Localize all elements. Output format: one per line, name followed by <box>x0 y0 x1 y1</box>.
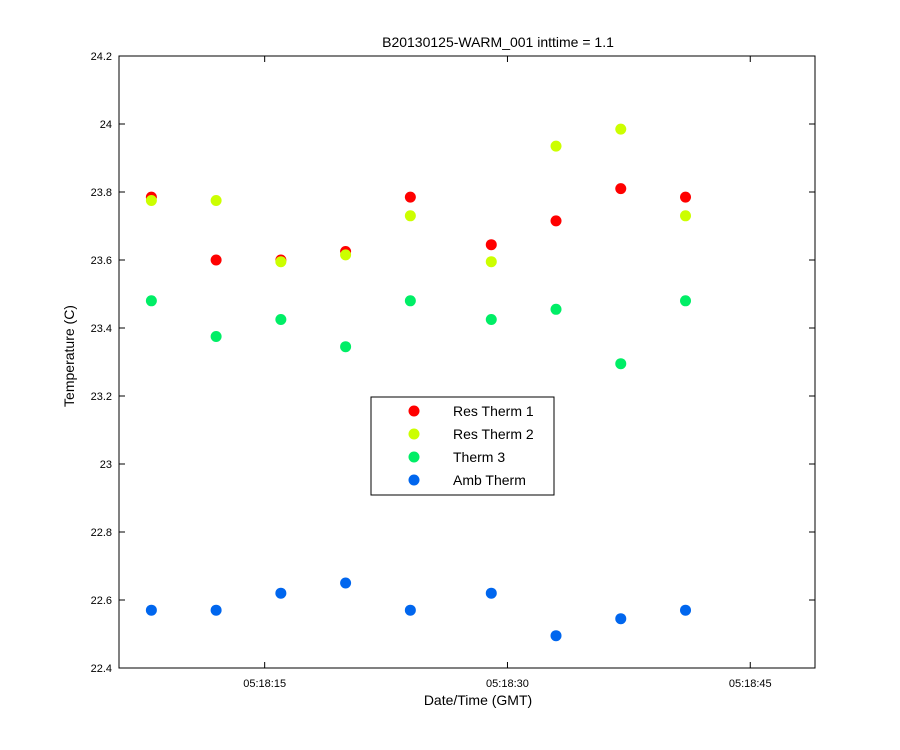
data-point <box>615 123 627 135</box>
legend-entry: Therm 3 <box>453 449 505 465</box>
data-points <box>145 123 692 642</box>
x-tick-label: 05:18:15 <box>243 678 286 690</box>
legend-entry: Res Therm 2 <box>453 426 534 442</box>
y-tick-label: 23.6 <box>91 255 112 267</box>
legend-marker <box>408 451 420 463</box>
data-point <box>485 256 497 268</box>
data-point <box>485 587 497 599</box>
data-point <box>145 604 157 616</box>
data-point <box>404 604 416 616</box>
data-point <box>340 577 352 589</box>
data-point <box>615 613 627 625</box>
y-tick-label: 24.2 <box>91 51 112 63</box>
data-point <box>404 191 416 203</box>
series-4 <box>145 577 692 642</box>
series-2 <box>145 123 692 268</box>
y-tick-label: 24 <box>100 119 112 131</box>
legend-entry: Res Therm 1 <box>453 403 534 419</box>
y-tick-label: 22.6 <box>91 595 112 607</box>
legend: Res Therm 1 Res Therm 2 Therm 3 Amb Therm <box>370 396 555 496</box>
x-tick-label: 05:18:30 <box>486 678 529 690</box>
data-point <box>550 215 562 227</box>
data-point <box>550 140 562 152</box>
data-point <box>210 254 222 266</box>
x-axis-label: Date/Time (GMT) <box>424 692 532 708</box>
legend-marker <box>408 405 420 417</box>
data-point <box>275 314 287 325</box>
data-point <box>404 210 416 222</box>
data-point <box>340 249 352 261</box>
data-point <box>615 183 627 195</box>
y-axis-label: Temperature (C) <box>61 305 77 407</box>
data-point <box>145 195 157 206</box>
data-point <box>680 191 692 203</box>
data-point <box>485 239 497 251</box>
data-point <box>275 587 287 599</box>
data-point <box>275 256 287 268</box>
data-point <box>210 604 222 616</box>
y-axis: 22.4 22.6 22.8 23 23.2 23.4 23.6 23.8 24 24.2 <box>91 51 815 675</box>
y-tick-label: 23 <box>100 459 112 471</box>
data-point <box>680 295 692 307</box>
x-tick-label: 05:18:45 <box>729 678 772 690</box>
plot-area <box>118 55 816 669</box>
data-point <box>615 358 627 370</box>
data-point <box>404 295 416 307</box>
data-point <box>145 295 157 307</box>
data-point <box>485 314 497 325</box>
series-3 <box>145 295 692 370</box>
data-point <box>550 303 562 315</box>
data-point <box>680 604 692 616</box>
data-point <box>210 331 222 342</box>
chart-title: B20130125-WARM_001 inttime = 1.1 <box>382 34 614 50</box>
y-tick-label: 22.4 <box>91 663 112 675</box>
legend-box <box>370 396 555 496</box>
y-tick-label: 23.4 <box>91 323 112 335</box>
legend-marker <box>408 428 420 440</box>
y-tick-label: 22.8 <box>91 527 112 539</box>
data-point <box>210 195 222 206</box>
data-point <box>680 210 692 222</box>
y-tick-label: 23.2 <box>91 391 112 403</box>
data-point <box>340 341 352 353</box>
data-point <box>550 630 562 642</box>
legend-marker <box>408 474 420 486</box>
x-axis: 05:18:15 05:18:30 05:18:45 <box>243 56 772 690</box>
legend-entry: Amb Therm <box>453 472 526 488</box>
y-tick-label: 23.8 <box>91 187 112 199</box>
